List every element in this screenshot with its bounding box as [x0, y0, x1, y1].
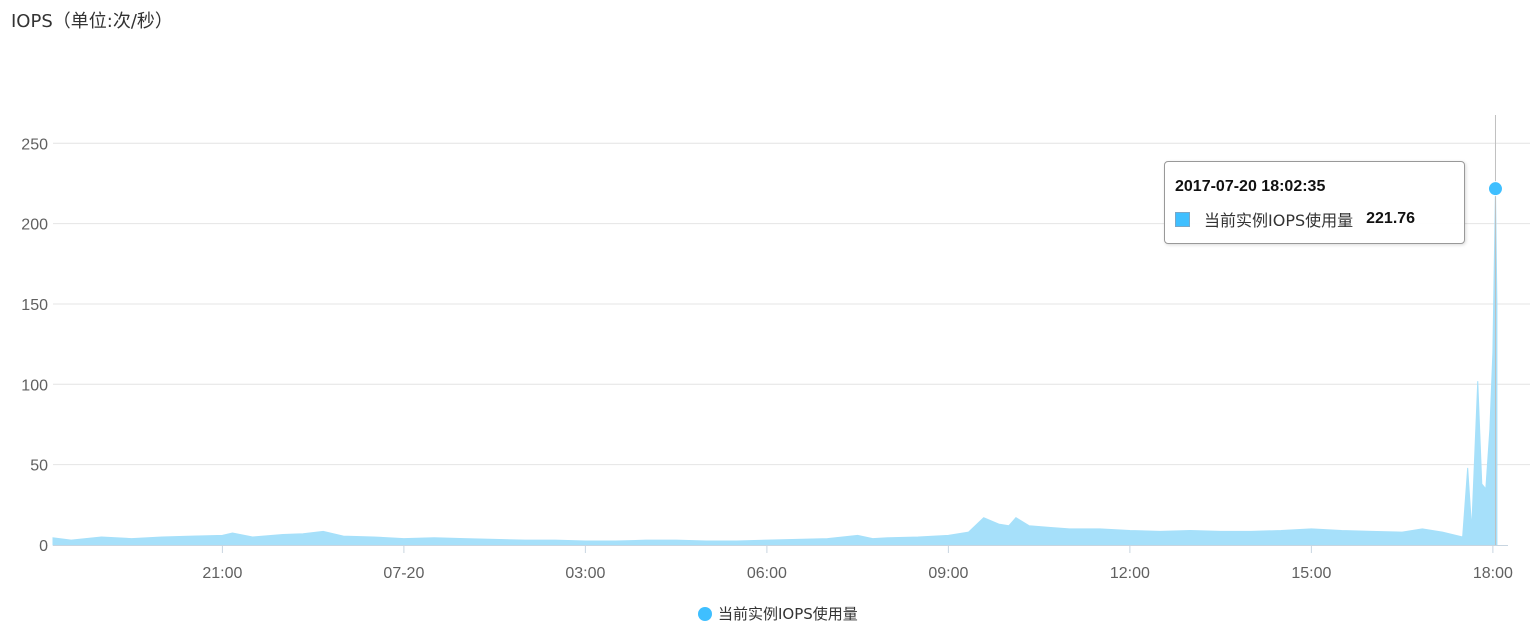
tooltip-row: 当前实例IOPS使用量 221.76 [1175, 209, 1416, 230]
series-swatch-icon [1175, 211, 1190, 227]
x-tick-label: 07-20 [383, 565, 424, 582]
series-area-shape [52, 188, 1498, 546]
hover-layer [1487, 115, 1503, 545]
y-tick-label: 200 [21, 217, 48, 234]
data-tooltip: 2017-07-20 18:02:35 当前实例IOPS使用量 221.76 [1164, 161, 1465, 244]
tooltip-time: 2017-07-20 18:02:35 [1175, 178, 1326, 195]
x-tick-label: 03:00 [565, 565, 605, 582]
y-tick-label: 250 [21, 136, 48, 153]
series-area [52, 188, 1498, 546]
y-tick-label: 0 [39, 538, 48, 555]
x-tick-label: 15:00 [1291, 565, 1331, 582]
x-tick-label: 21:00 [202, 565, 242, 582]
y-tick-label: 50 [30, 458, 48, 475]
legend-label: 当前实例IOPS使用量 [718, 605, 858, 623]
legend-item[interactable]: 当前实例IOPS使用量 [698, 603, 858, 624]
hover-point [1487, 181, 1503, 197]
chart-title: IOPS（单位:次/秒） [11, 11, 173, 32]
axes: 0 50 100 150 200 250 21:00 07-20 03:00 06:00 09:00… [21, 136, 1513, 582]
y-tick-label: 100 [21, 377, 48, 394]
tooltip-value: 221.76 [1366, 210, 1416, 227]
x-tick-label: 12:00 [1110, 565, 1150, 582]
legend-dot-icon [698, 606, 712, 621]
x-tick-label: 18:00 [1473, 565, 1513, 582]
y-tick-label: 150 [21, 297, 48, 314]
x-tick-label: 06:00 [747, 565, 787, 582]
x-tick-label: 09:00 [928, 565, 968, 582]
tooltip-series-name: 当前实例IOPS使用量 [1204, 211, 1354, 230]
